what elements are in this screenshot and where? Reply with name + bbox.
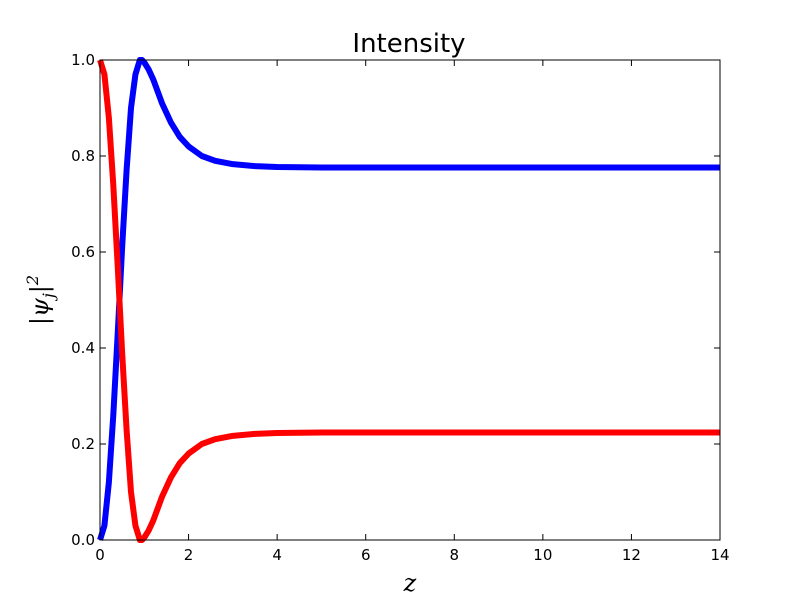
plot-area <box>100 60 720 540</box>
y-tick-label: 0.8 <box>71 147 95 165</box>
plot-background <box>100 60 720 540</box>
x-axis-label: z <box>403 569 417 597</box>
ticks-group: 0 2 4 6 8 10 12 14 0.0 0.2 0.4 0.6 0.8 1.0 <box>71 51 729 564</box>
x-tick-label: 8 <box>450 546 460 564</box>
series-line-1 <box>97 59 720 543</box>
x-tick-label: 2 <box>184 546 194 564</box>
chart-title: Intensity <box>352 29 465 59</box>
x-tick-label: 4 <box>272 546 282 564</box>
x-tick-label: 0 <box>95 546 105 564</box>
y-axis-label-group: |ψj|2 <box>23 275 58 325</box>
y-axis-label-psi: ψ <box>26 297 54 317</box>
y-tick-label: 0.4 <box>71 339 95 357</box>
x-tick-label: 10 <box>533 546 552 564</box>
series-group <box>97 57 720 543</box>
y-tick-label: 1.0 <box>71 51 95 69</box>
x-tick-label: 12 <box>622 546 641 564</box>
y-tick-label: 0.0 <box>71 531 95 549</box>
x-tick-label: 6 <box>361 546 371 564</box>
y-axis-label: |ψj|2 <box>23 275 58 325</box>
plot-frame <box>99 59 721 541</box>
y-tick-label: 0.6 <box>71 243 95 261</box>
y-axis-label-superscript: 2 <box>23 275 42 286</box>
y-tick-label: 0.2 <box>71 435 95 453</box>
x-tick-label: 14 <box>710 546 729 564</box>
y-axis-label-subscript: j <box>39 293 58 301</box>
